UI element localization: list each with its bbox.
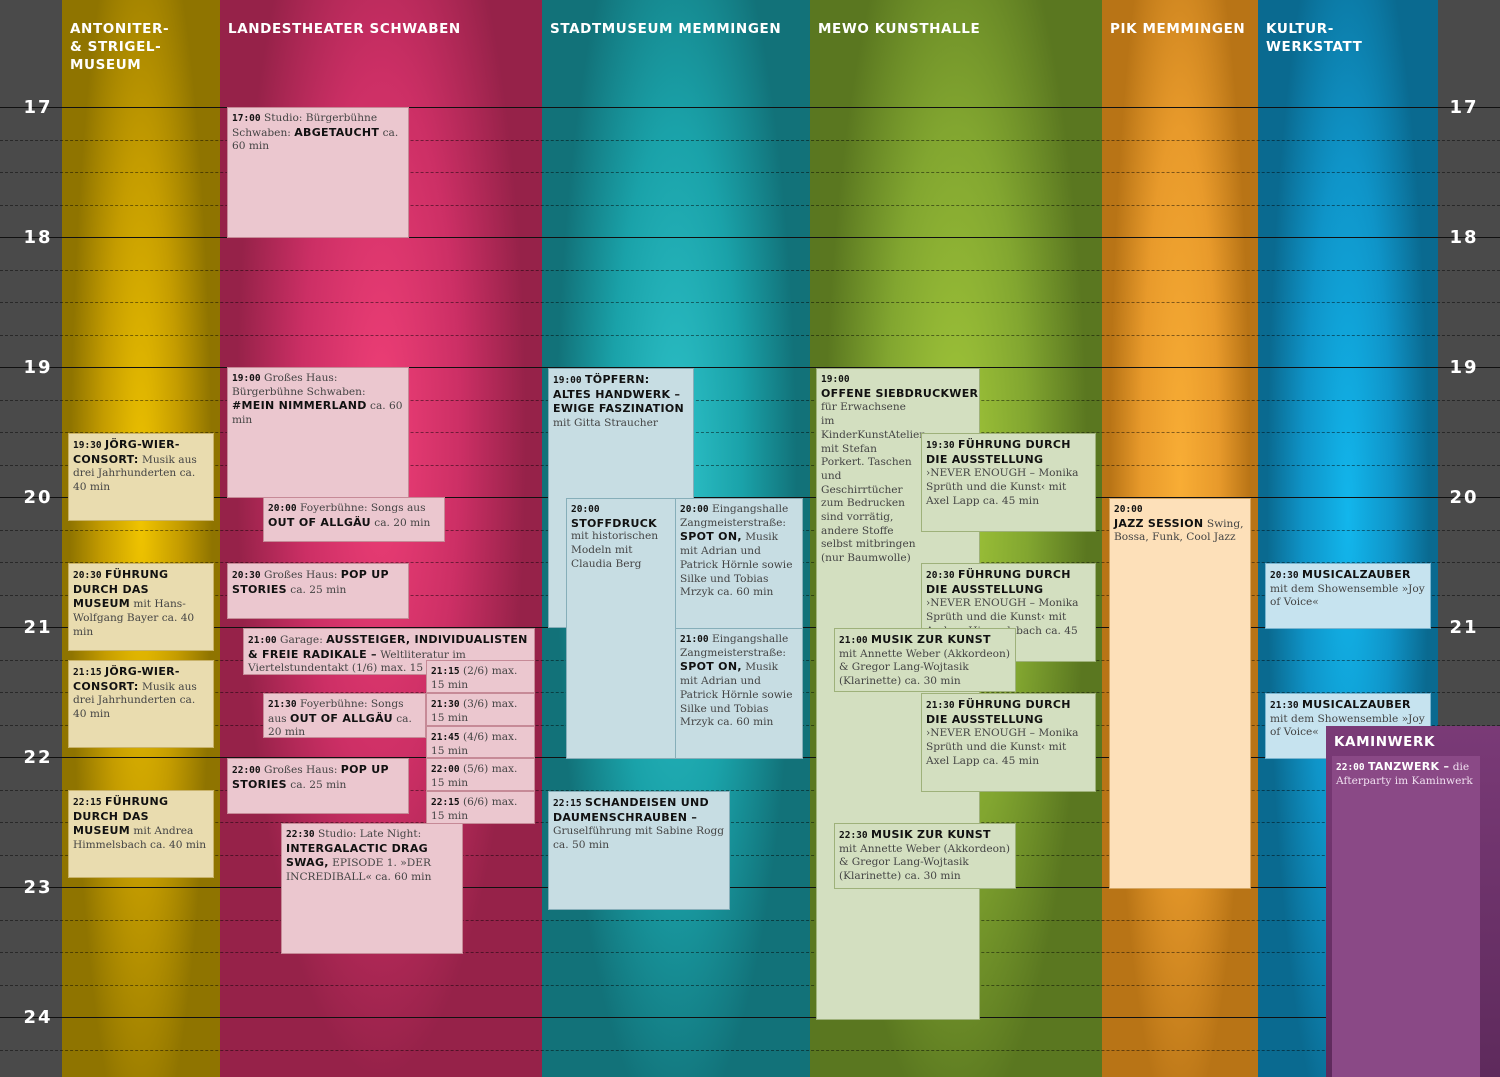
gridline-quarter — [0, 432, 1500, 433]
hour-label-left: 21 — [23, 617, 53, 638]
event-fuehrung-ausstellung-1[interactable]: 19:30 FÜHRUNG DURCH DIE AUSSTELLUNG ›NEV… — [921, 433, 1096, 532]
gridline-24 — [0, 1017, 1500, 1018]
kaminwerk-title: KAMINWERK — [1334, 734, 1436, 750]
gridline-quarter — [0, 920, 1500, 921]
hour-label-left: 20 — [23, 487, 53, 508]
gridline-17 — [0, 107, 1500, 108]
event-abgetaucht[interactable]: 17:00 Studio: Bürgerbühne Schwaben: ABGE… — [227, 107, 409, 238]
kaminwerk-panel: KAMINWERK 22:00 TANZWERK – die Afterpart… — [1326, 726, 1500, 1077]
event-fuehrung-museum-1[interactable]: 20:30 FÜHRUNG DURCH DAS MUSEUM mit Hans-… — [68, 563, 214, 651]
gridline-18 — [0, 237, 1500, 238]
event-spot-on-2[interactable]: 21:00 Eingangshalle Zangmeisterstraße: S… — [675, 628, 803, 759]
event-musik-zur-kunst-1[interactable]: 21:00 MUSIK ZUR KUNST mit Annette Weber … — [834, 628, 1016, 692]
hour-label-right: 18 — [1449, 227, 1479, 248]
column-header-stadtmuseum: STADTMUSEUM MEMMINGEN — [550, 21, 782, 37]
hour-label-left: 19 — [23, 357, 53, 378]
gridline-20 — [0, 497, 1500, 498]
column-header-landestheater: LANDESTHEATER SCHWABEN — [228, 21, 461, 37]
hour-label-left: 22 — [23, 747, 53, 768]
hour-label-left: 17 — [23, 97, 53, 118]
event-tanzwerk[interactable]: 22:00 TANZWERK – die Afterparty im Kamin… — [1332, 756, 1480, 1077]
gridline-quarter — [0, 952, 1500, 953]
gridline-quarter — [0, 335, 1500, 336]
event-aussteiger-2[interactable]: 21:15 (2/6) max. 15 min — [426, 660, 535, 693]
event-out-of-allgaeu-2[interactable]: 21:30 Foyerbühne: Songs aus OUT OF ALLGÄ… — [263, 693, 426, 738]
gridline-quarter — [0, 400, 1500, 401]
event-schandeisen[interactable]: 22:15 SCHANDEISEN UND DAUMENSCHRAUBEN – … — [548, 791, 730, 910]
hour-label-right: 21 — [1449, 617, 1479, 638]
event-aussteiger-5[interactable]: 22:00 (5/6) max. 15 min — [426, 758, 535, 791]
gridline-quarter — [0, 855, 1500, 856]
column-header-antoniter: ANTONITER- & STRIGEL- MUSEUM — [70, 21, 170, 73]
gridline-23 — [0, 887, 1500, 888]
event-aussteiger-3[interactable]: 21:30 (3/6) max. 15 min — [426, 693, 535, 726]
column-header-kulturwerkstatt: KULTUR- WERKSTATT — [1266, 21, 1363, 55]
gridline-quarter — [0, 1050, 1500, 1051]
column-header-mewo: MEWO KUNSTHALLE — [818, 21, 981, 37]
event-pop-up-stories-1[interactable]: 20:30 Großes Haus: POP UP STORIES ca. 25… — [227, 563, 409, 619]
gridline-quarter — [0, 205, 1500, 206]
column-header-pik: PIK MEMMINGEN — [1110, 21, 1246, 37]
event-musik-zur-kunst-2[interactable]: 22:30 MUSIK ZUR KUNST mit Annette Weber … — [834, 823, 1016, 889]
event-mein-nimmerland[interactable]: 19:00 Großes Haus: Bürgerbühne Schwaben:… — [227, 367, 409, 498]
gridline-quarter — [0, 465, 1500, 466]
event-aussteiger-6[interactable]: 22:15 (6/6) max. 15 min — [426, 791, 535, 824]
event-joerg-wier-consort-1[interactable]: 19:30 JÖRG-WIER-CONSORT: Musik aus drei … — [68, 433, 214, 521]
gridline-quarter — [0, 790, 1500, 791]
hour-label-right: 20 — [1449, 487, 1479, 508]
event-fuehrung-museum-2[interactable]: 22:15 FÜHRUNG DURCH DAS MUSEUM mit Andre… — [68, 790, 214, 878]
gridline-quarter — [0, 985, 1500, 986]
event-jazz-session[interactable]: 20:00 JAZZ SESSION Swing, Bossa, Funk, Co… — [1109, 498, 1251, 889]
hour-label-left: 24 — [23, 1007, 53, 1028]
hour-label-left: 18 — [23, 227, 53, 248]
event-fuehrung-ausstellung-3[interactable]: 21:30 FÜHRUNG DURCH DIE AUSSTELLUNG ›NEV… — [921, 693, 1096, 792]
column-antoniter: ANTONITER- & STRIGEL- MUSEUM — [62, 0, 220, 1077]
gridline-quarter — [0, 270, 1500, 271]
event-intergalactic-drag-swag[interactable]: 22:30 Studio: Late Night: INTERGALACTIC … — [281, 823, 463, 954]
event-aussteiger-4[interactable]: 21:45 (4/6) max. 15 min — [426, 726, 535, 758]
event-pop-up-stories-2[interactable]: 22:00 Großes Haus: POP UP STORIES ca. 25… — [227, 758, 409, 814]
event-out-of-allgaeu-1[interactable]: 20:00 Foyerbühne: Songs aus OUT OF ALLGÄ… — [263, 497, 445, 542]
event-spot-on-1[interactable]: 20:00 Eingangshalle Zangmeisterstraße: S… — [675, 498, 803, 629]
hour-label-left: 23 — [23, 877, 53, 898]
event-joerg-wier-consort-2[interactable]: 21:15 JÖRG-WIER-CONSORT: Musik aus drei … — [68, 660, 214, 748]
gridline-quarter — [0, 822, 1500, 823]
gridline-19 — [0, 367, 1500, 368]
hour-label-right: 17 — [1449, 97, 1479, 118]
hour-label-right: 19 — [1449, 357, 1479, 378]
event-musicalzauber-1[interactable]: 20:30 MUSICALZAUBER mit dem Showensemble… — [1265, 563, 1431, 629]
event-stoffdruck[interactable]: 20:00 STOFFDRUCK mit historischen Modeln m… — [566, 498, 676, 759]
gridline-quarter — [0, 302, 1500, 303]
gridline-quarter — [0, 172, 1500, 173]
gridline-quarter — [0, 140, 1500, 141]
